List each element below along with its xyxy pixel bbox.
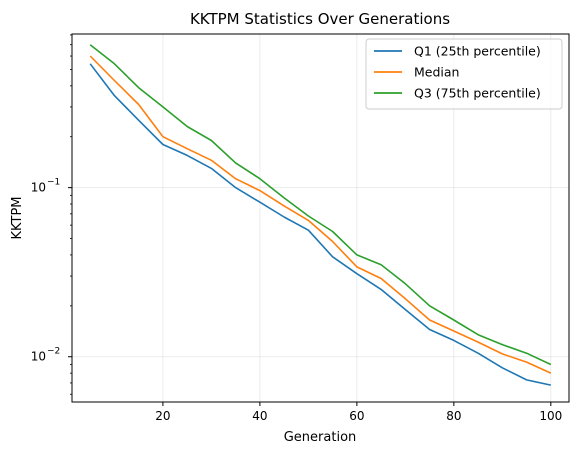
series-line-3 — [89, 44, 552, 366]
x-tick-label: 80 — [446, 409, 461, 423]
legend-label: Q3 (75th percentile) — [414, 86, 541, 101]
y-tick-exponent: −1 — [47, 178, 60, 188]
legend-label: Median — [414, 65, 459, 80]
y-tick-exponent: −2 — [47, 347, 60, 357]
x-tick-label: 40 — [252, 409, 267, 423]
legend: Q1 (25th percentile) Median Q3 (75th perce… — [365, 38, 563, 110]
y-tick-label: 10 — [31, 350, 46, 364]
legend-box — [365, 38, 563, 110]
chart-title: KKTPM Statistics Over Generations — [190, 10, 450, 28]
x-tick-label: 100 — [539, 409, 562, 423]
x-tick-label: 60 — [349, 409, 364, 423]
y-axis-label: KKTPM — [10, 196, 25, 239]
series-line-2 — [89, 55, 552, 374]
legend-label: Q1 (25th percentile) — [414, 44, 541, 59]
x-axis-label: Generation — [284, 430, 357, 445]
series-line-1 — [89, 63, 551, 386]
x-tick-label: 20 — [155, 409, 170, 423]
y-tick-label: 10 — [31, 181, 46, 195]
series-lines — [89, 44, 552, 386]
plot-frame — [71, 33, 570, 403]
y-axis: 10−110−2 — [31, 34, 72, 395]
x-axis: 20 40 60 80 100 — [155, 402, 562, 423]
